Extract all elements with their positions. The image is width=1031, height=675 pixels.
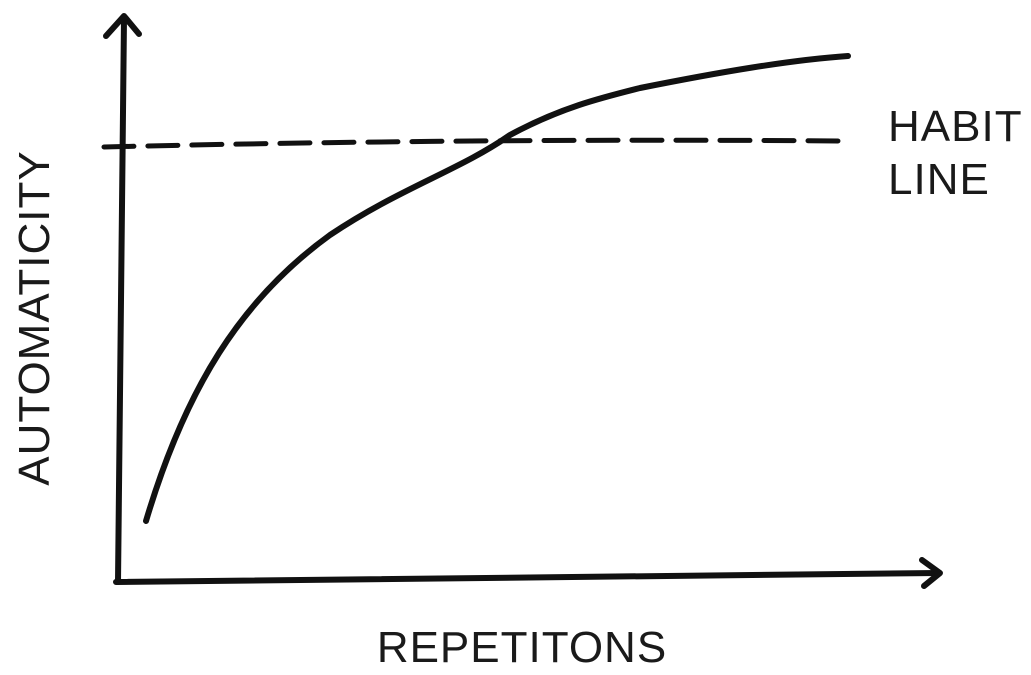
habit-line-label-line1: HABIT (888, 102, 1023, 151)
habit-line (101, 137, 848, 150)
y-axis-label: AUTOMATICITY (10, 150, 59, 486)
habit-line-label-line2: LINE (888, 155, 990, 204)
x-axis-label: REPETITONS (377, 623, 667, 672)
x-axis (113, 557, 943, 589)
y-axis-arrowhead (103, 13, 142, 39)
automaticity-curve (143, 53, 851, 524)
y-axis (103, 13, 142, 585)
x-axis-arrowhead (919, 557, 943, 589)
